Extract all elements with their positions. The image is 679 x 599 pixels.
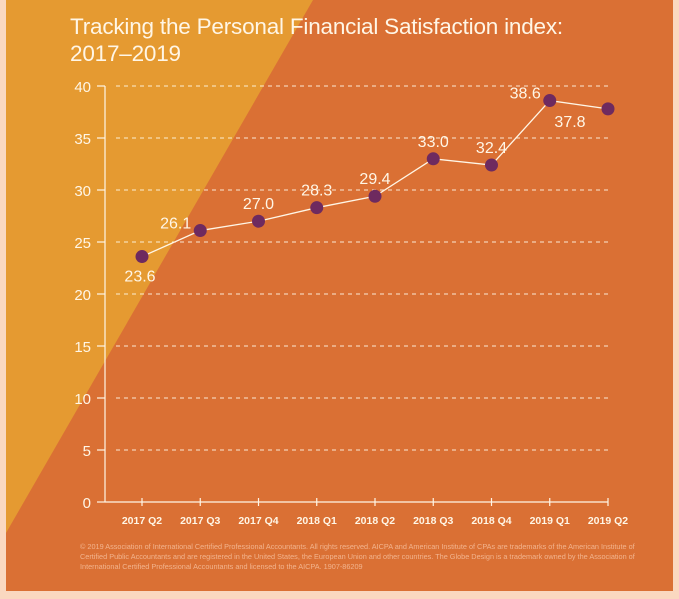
copyright-footer: © 2019 Association of International Cert…: [80, 542, 635, 571]
title-line-1: Tracking the Personal Financial Satisfac…: [70, 14, 563, 39]
data-point: [543, 94, 557, 108]
y-tick-label: 35: [74, 131, 91, 148]
y-tick-label: 40: [74, 79, 91, 96]
x-tick-label: 2018 Q3: [413, 515, 453, 527]
data-point: [252, 214, 265, 228]
data-point: [426, 152, 440, 166]
line-chart: 0 5 10 15 20 25 30 35 40 2017 Q2 2017 Q3 2017 Q4 201…: [74, 79, 628, 527]
chart-title: Tracking the Personal Financial Satisfac…: [70, 13, 660, 67]
x-tick-label: 2019 Q2: [588, 515, 628, 527]
data-label: 23.6: [124, 269, 155, 286]
data-label: 27.0: [243, 196, 274, 213]
data-label: 28.3: [301, 183, 332, 200]
data-label: 38.6: [510, 86, 541, 103]
y-tick-label: 5: [83, 443, 91, 460]
y-tick-label: 25: [74, 235, 91, 252]
x-tick-label: 2018 Q4: [471, 515, 511, 527]
y-tick-label: 15: [74, 339, 91, 356]
background-triangle: [6, 0, 313, 533]
data-point: [485, 158, 498, 172]
x-tick-label: 2018 Q1: [297, 515, 337, 527]
data-point: [601, 102, 615, 116]
y-tick-label: 30: [74, 183, 91, 200]
light-triangle: [6, 0, 313, 533]
data-label: 37.8: [554, 114, 585, 131]
data-label: 29.4: [359, 171, 390, 188]
data-point: [193, 224, 207, 238]
data-point: [310, 201, 324, 215]
x-tick-label: 2017 Q3: [180, 515, 220, 527]
data-label: 33.0: [418, 134, 449, 151]
chart-card: Tracking the Personal Financial Satisfac…: [6, 0, 673, 591]
x-tick-label: 2017 Q2: [122, 515, 162, 527]
data-point: [368, 189, 382, 203]
x-tick-label: 2017 Q4: [238, 515, 278, 527]
y-tick-label: 10: [74, 391, 91, 408]
x-tick-label: 2018 Q2: [355, 515, 395, 527]
data-label: 32.4: [476, 140, 507, 157]
y-tick-label: 20: [74, 287, 91, 304]
data-point: [135, 250, 149, 264]
data-label: 26.1: [160, 216, 191, 233]
title-line-2: 2017–2019: [70, 41, 181, 66]
y-tick-label: 0: [83, 495, 91, 512]
x-tick-label: 2019 Q1: [530, 515, 570, 527]
